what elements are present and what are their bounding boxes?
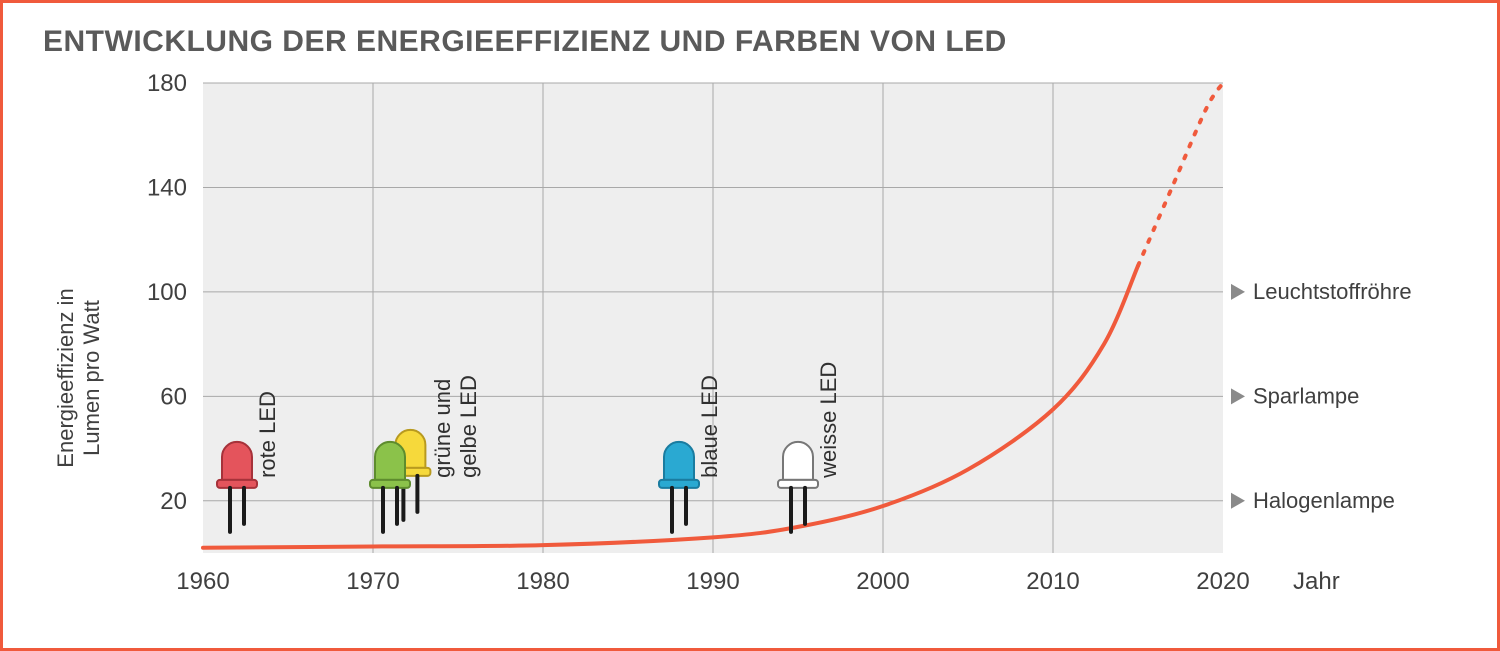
x-axis-label: Jahr — [1293, 568, 1340, 595]
led-label: grüne und — [430, 379, 455, 478]
reference-arrow-icon — [1231, 284, 1245, 300]
x-tick-label: 1990 — [686, 568, 739, 595]
reference-arrow-icon — [1231, 388, 1245, 404]
reference-label: Leuchtstoffröhre — [1253, 279, 1412, 304]
led-label: rote LED — [255, 391, 280, 478]
chart-svg: 20 60 100 140 180 1960 1970 1980 1990 2000 2010 202… — [43, 73, 1463, 633]
y-tick-label: 20 — [160, 488, 187, 515]
led-label: weisse LED — [816, 362, 841, 479]
y-axis-label: Energieeffizienz in — [53, 288, 78, 467]
y-tick-label: 60 — [160, 383, 187, 410]
x-tick-label: 2020 — [1196, 568, 1249, 595]
reference-label: Sparlampe — [1253, 383, 1359, 408]
x-tick-label: 2000 — [856, 568, 909, 595]
chart-title: ENTWICKLUNG DER ENERGIEEFFIZIENZ UND FAR… — [43, 25, 1007, 59]
led-label: gelbe LED — [456, 375, 481, 478]
x-tick-label: 1980 — [516, 568, 569, 595]
x-tick-label: 1970 — [346, 568, 399, 595]
x-tick-label: 2010 — [1026, 568, 1079, 595]
chart-frame: ENTWICKLUNG DER ENERGIEEFFIZIENZ UND FAR… — [0, 0, 1500, 651]
y-tick-label: 100 — [147, 279, 187, 306]
x-tick-label: 1960 — [176, 568, 229, 595]
y-tick-label: 140 — [147, 174, 187, 201]
y-axis-label: Lumen pro Watt — [79, 300, 104, 456]
led-label: blaue LED — [697, 375, 722, 478]
chart-area: 20 60 100 140 180 1960 1970 1980 1990 2000 2010 202… — [43, 73, 1463, 633]
reference-arrow-icon — [1231, 493, 1245, 509]
reference-label: Halogenlampe — [1253, 488, 1395, 513]
y-tick-label: 180 — [147, 73, 187, 97]
